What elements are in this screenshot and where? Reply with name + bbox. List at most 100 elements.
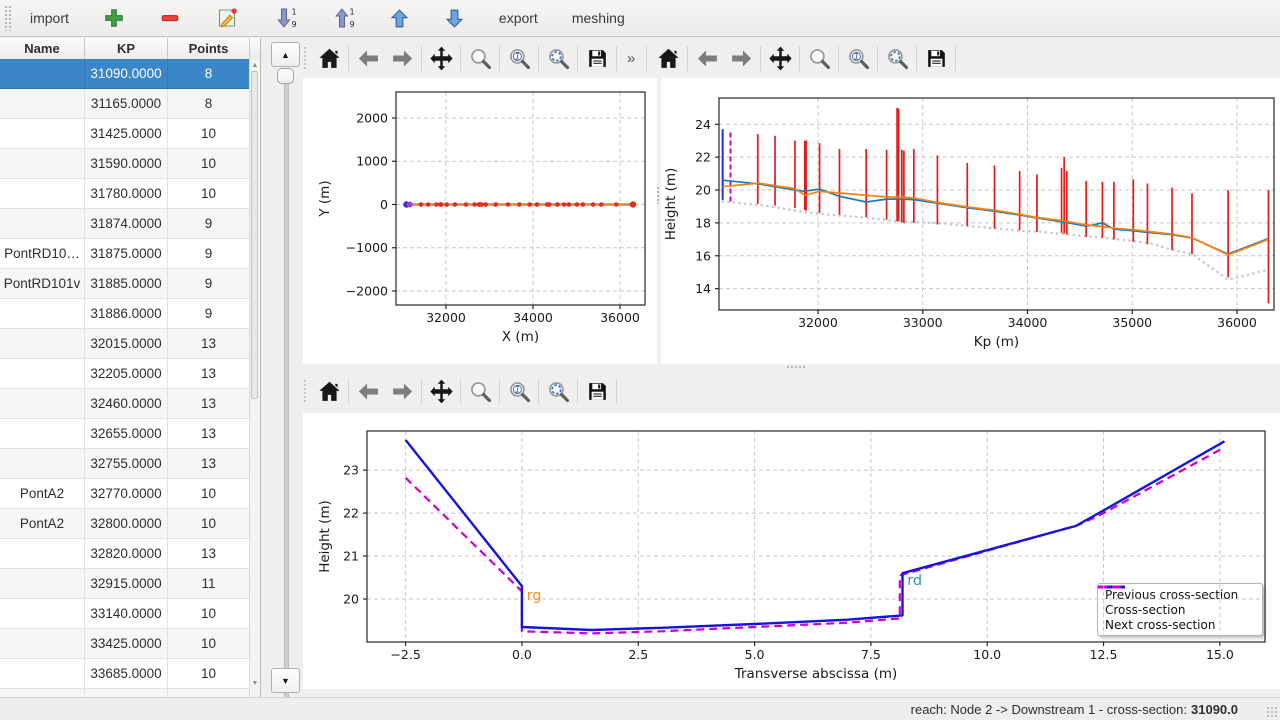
svg-text:33000: 33000: [903, 315, 943, 330]
zoom-selection-button[interactable]: [541, 41, 575, 75]
table-cell: 31090.0000: [85, 59, 168, 88]
pan-button[interactable]: [763, 41, 797, 75]
add-cross-section-button[interactable]: [93, 3, 135, 33]
cross-section-figure[interactable]: Previous cross-section Cross-section Next …: [303, 413, 1280, 689]
table-row[interactable]: 31874.0000 9: [0, 209, 250, 239]
export-button[interactable]: export: [498, 10, 538, 26]
save-figure-button[interactable]: [580, 374, 614, 408]
step-down-button[interactable]: ▼: [271, 668, 300, 693]
table-row[interactable]: 32915.0000 11: [0, 569, 250, 599]
table-row[interactable]: 31165.0000 8: [0, 89, 250, 119]
zoom-selection-button[interactable]: [541, 374, 575, 408]
edit-cross-section-button[interactable]: [205, 3, 249, 33]
zoom-button[interactable]: [463, 374, 497, 408]
save-figure-button[interactable]: [580, 41, 614, 75]
table-row[interactable]: 31425.0000 10: [0, 119, 250, 149]
table-row[interactable]: 32755.0000 13: [0, 449, 250, 479]
svg-text:12.5: 12.5: [1090, 647, 1118, 662]
table-cell: 32820.0000: [85, 539, 168, 568]
table-scrollbar-thumb[interactable]: [251, 71, 258, 399]
table-cell: 13: [168, 539, 250, 568]
import-button[interactable]: import: [30, 10, 69, 26]
toolbar-overflow-chevron[interactable]: »: [627, 49, 637, 67]
table-cell: [0, 689, 85, 697]
table-cell: 32205.0000: [85, 359, 168, 388]
save-figure-button[interactable]: [919, 41, 953, 75]
table-row[interactable]: 33425.0000 10: [0, 629, 250, 659]
resize-grip[interactable]: [1266, 706, 1277, 717]
profile-canvas: 32000 33000 34000 35000 36000 14 16 18 20 22 24 Kp …: [663, 97, 1275, 350]
table-row[interactable]: PontRD101v 31885.0000 9: [0, 269, 250, 299]
table-row[interactable]: 32655.0000 13: [0, 419, 250, 449]
table-row[interactable]: PontA2 32800.0000 10: [0, 509, 250, 539]
section-slider-thumb[interactable]: [277, 68, 294, 84]
plan-view-figure[interactable]: 32000 34000 36000 2000 1000 0 −1000 −2000 X (m) Y…: [303, 78, 657, 364]
remove-cross-section-button[interactable]: [149, 3, 191, 33]
forward-button[interactable]: [724, 41, 758, 75]
column-header-name[interactable]: Name: [0, 38, 85, 59]
table-cell: [0, 599, 85, 628]
table-cell: [0, 179, 85, 208]
toolbar-grip[interactable]: [4, 5, 12, 31]
table-cell: 10: [168, 599, 250, 628]
table-row[interactable]: PontRD10… 31875.0000 9: [0, 239, 250, 269]
table-row[interactable]: PontA2 32770.0000 10: [0, 479, 250, 509]
step-up-button[interactable]: ▲: [271, 42, 300, 67]
table-scrollbar[interactable]: ▲ ▼: [249, 59, 260, 697]
move-down-button[interactable]: [434, 3, 475, 33]
table-row[interactable]: 33140.0000 10: [0, 599, 250, 629]
back-button[interactable]: [351, 374, 385, 408]
table-row[interactable]: 31590.0000 10: [0, 149, 250, 179]
column-header-points[interactable]: Points: [168, 38, 250, 59]
table-cell: [0, 659, 85, 688]
zoom-button[interactable]: [802, 41, 836, 75]
column-header-kp[interactable]: KP: [85, 38, 168, 59]
scroll-up-icon[interactable]: ▲: [251, 61, 259, 69]
pan-button[interactable]: [424, 374, 458, 408]
forward-button[interactable]: [385, 374, 419, 408]
svg-text:0.0: 0.0: [512, 647, 532, 662]
svg-text:1: 1: [349, 8, 354, 17]
horizontal-splitter[interactable]: [303, 364, 1280, 369]
section-slider[interactable]: [284, 74, 289, 704]
table-cell: 32770.0000: [85, 479, 168, 508]
meshing-button[interactable]: meshing: [571, 10, 625, 26]
svg-text:24: 24: [695, 117, 711, 132]
table-cell: 33425.0000: [85, 629, 168, 658]
zoom-100-button[interactable]: 1: [502, 374, 536, 408]
table-row[interactable]: 32460.0000 13: [0, 389, 250, 419]
svg-text:36000: 36000: [1217, 315, 1257, 330]
table-row[interactable]: 33685.0000 10: [0, 659, 250, 689]
table-row[interactable]: 32015.0000 13: [0, 329, 250, 359]
svg-text:9: 9: [349, 20, 354, 29]
zoom-100-button[interactable]: 1: [841, 41, 875, 75]
table-row[interactable]: 32820.0000 13: [0, 539, 250, 569]
table-row[interactable]: 31886.0000 9: [0, 299, 250, 329]
table-cell: PontA2: [0, 509, 85, 538]
table-row[interactable]: 31090.0000 8: [0, 59, 250, 89]
zoom-100-button[interactable]: 1: [502, 41, 536, 75]
forward-button[interactable]: [385, 41, 419, 75]
table-row[interactable]: [0, 689, 250, 697]
scroll-down-icon[interactable]: ▼: [251, 679, 259, 687]
table-cell: [0, 539, 85, 568]
home-button[interactable]: [651, 41, 685, 75]
toolbar-grip[interactable]: [303, 46, 308, 70]
longitudinal-profile-figure[interactable]: 32000 33000 34000 35000 36000 14 16 18 20 22 24 Kp …: [661, 78, 1280, 364]
vertical-splitter-handle[interactable]: [656, 186, 661, 204]
zoom-button[interactable]: [463, 41, 497, 75]
zoom-selection-button[interactable]: [880, 41, 914, 75]
table-row[interactable]: 32205.0000 13: [0, 359, 250, 389]
table-cell: [0, 359, 85, 388]
table-cell: 10: [168, 479, 250, 508]
back-button[interactable]: [351, 41, 385, 75]
table-row[interactable]: 31780.0000 10: [0, 179, 250, 209]
pan-button[interactable]: [424, 41, 458, 75]
toolbar-grip[interactable]: [303, 379, 308, 403]
home-button[interactable]: [312, 374, 346, 408]
move-up-button[interactable]: [379, 3, 420, 33]
home-button[interactable]: [312, 41, 346, 75]
back-button[interactable]: [690, 41, 724, 75]
